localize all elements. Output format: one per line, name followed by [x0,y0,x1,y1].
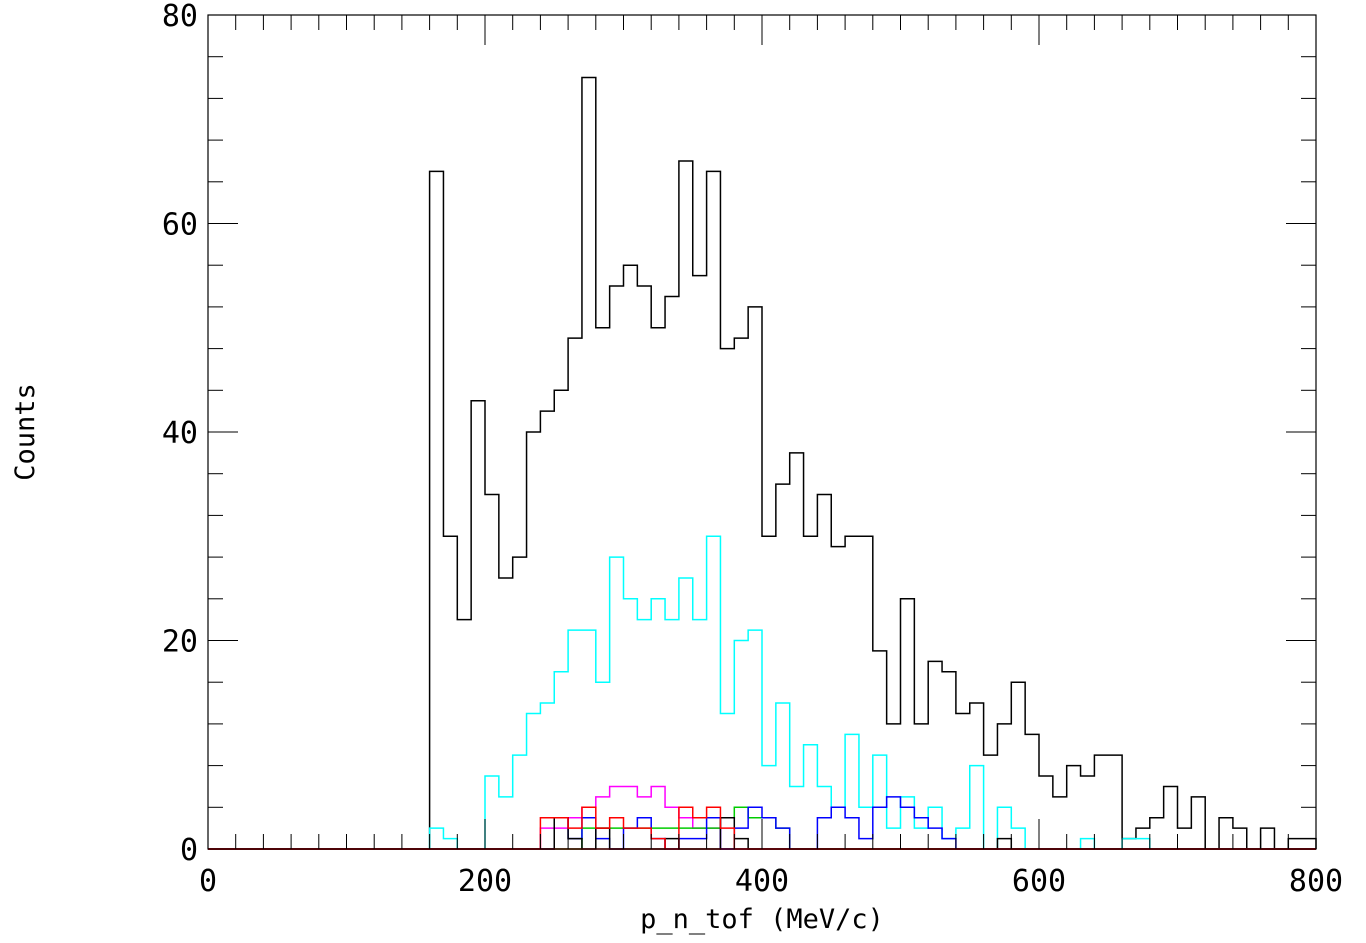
x-tick-label: 800 [1289,864,1343,899]
x-tick-label: 0 [199,864,217,899]
y-tick-label: 0 [180,833,198,868]
y-tick-label: 80 [162,0,198,34]
y-axis-title: Counts [10,383,41,481]
y-tick-label: 40 [162,416,198,451]
x-tick-label: 600 [1012,864,1066,899]
y-tick-label: 20 [162,625,198,660]
x-axis-title: p_n_tof (MeV/c) [640,904,884,935]
x-tick-label: 400 [735,864,789,899]
tick-layer [207,14,1317,850]
series-line-1 [208,535,1316,850]
y-tick-label: 60 [162,208,198,243]
tick-label-layer: 0 200 400 600 800 0 20 40 60 80 [162,0,1343,899]
plot-frame [207,14,1317,850]
x-tick-label: 200 [458,864,512,899]
series-layer [208,76,1317,850]
series-line-0 [208,76,1317,850]
